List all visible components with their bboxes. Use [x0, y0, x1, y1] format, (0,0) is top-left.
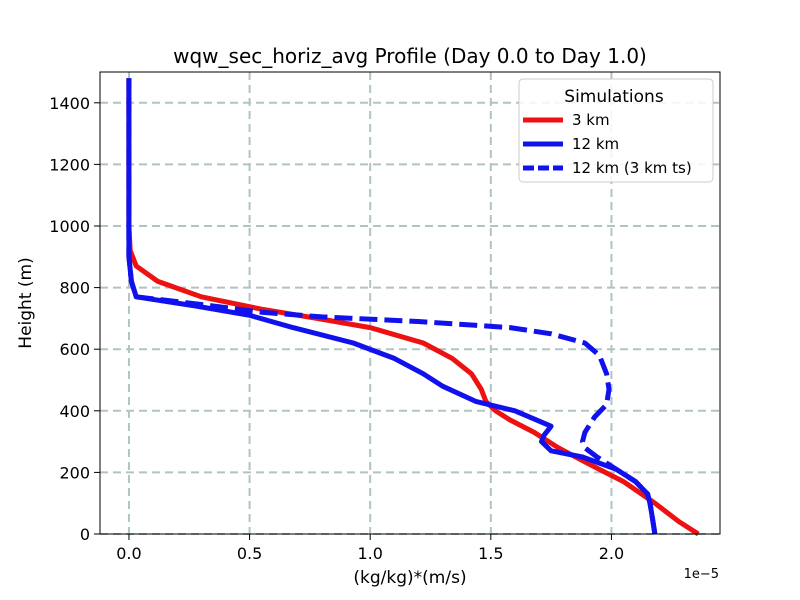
y-tick-label: 1000 [49, 217, 90, 236]
y-tick-label: 400 [59, 402, 90, 421]
x-tick-label: 0.0 [116, 544, 141, 563]
x-tick-label: 0.5 [237, 544, 262, 563]
x-tick-label: 1.0 [357, 544, 382, 563]
y-tick-label: 800 [59, 279, 90, 298]
plot-frame [99, 71, 721, 535]
y-tick-label: 600 [59, 340, 90, 359]
series-layer [126, 78, 700, 537]
x-axis-offset-label: 1e−5 [684, 567, 719, 582]
legend-label-1: 12 km [572, 135, 619, 153]
legend: Simulations 3 km 12 km 12 km (3 km ts) [518, 78, 714, 183]
y-axis-label: Height (m) [16, 257, 36, 348]
y-tick-label: 200 [59, 463, 90, 482]
legend-box [518, 78, 714, 183]
x-tick-label: 1.5 [478, 544, 503, 563]
legend-label-2: 12 km (3 km ts) [572, 159, 692, 177]
legend-title: Simulations [564, 87, 664, 107]
y-axis-ticks: 0 200 400 600 800 1000 1200 1400 [49, 94, 100, 544]
x-axis-ticks: 0.0 0.5 1.0 1.5 2.0 [116, 534, 624, 563]
y-tick-label: 0 [80, 525, 90, 544]
y-tick-label: 1400 [49, 94, 90, 113]
chart-title: wqw_sec_horiz_avg Profile (Day 0.0 to Da… [173, 44, 647, 68]
legend-label-0: 3 km [572, 111, 610, 129]
x-axis-label: (kg/kg)*(m/s) [353, 568, 466, 588]
legend-items: 3 km 12 km 12 km (3 km ts) [523, 111, 692, 177]
x-tick-label: 2.0 [599, 544, 624, 563]
grid [100, 72, 720, 535]
y-tick-label: 1200 [49, 155, 90, 174]
series-line-2 [126, 78, 658, 535]
